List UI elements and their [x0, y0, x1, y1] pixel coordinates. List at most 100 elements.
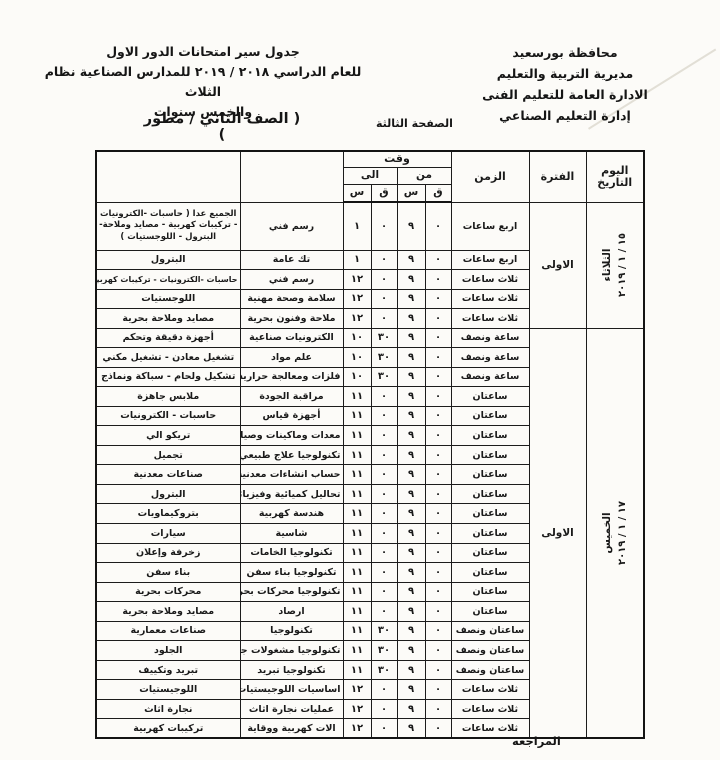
header-date-label: التاريخ: [597, 175, 633, 189]
subject-cell: تكنولوجيا: [239, 620, 344, 642]
specialty-cell: محركات بحرية: [95, 581, 241, 603]
subject-cell: أجهزة قياس: [239, 405, 344, 427]
specialty-cell: ملابس جاهزة: [95, 386, 241, 407]
to-minutes-cell: ٣٠: [370, 659, 398, 681]
day-name: الخميس: [600, 512, 613, 554]
from-minutes-cell: ٠: [424, 347, 452, 368]
org-line-administration: الادارة العامة للتعليم الفنى: [482, 87, 648, 102]
col-header-subject: [239, 150, 344, 203]
from-hours-cell: ٩: [396, 386, 426, 407]
duration-cell: اربع ساعات: [450, 249, 530, 270]
to-hours-cell: ١١: [342, 425, 372, 446]
table-row: ساعتان ٠ ٩ ٠ ١١ تحاليل كميائية وفيزيائية البتر…: [95, 483, 644, 505]
to-minutes-cell: ٣٠: [370, 347, 398, 368]
col-header-to: الى: [342, 167, 398, 185]
day-date-vertical-text: الخميس ١٧‏ / ‏١‏ / ‏٢٠١٩: [600, 501, 630, 565]
duration-cell: ساعتان: [450, 483, 530, 505]
to-hours-cell: ١٠: [342, 347, 372, 368]
specialty-cell: نجارة اثاث: [95, 698, 241, 720]
to-hours-cell: ١١: [342, 444, 372, 466]
duration-cell: ساعة ونصف: [450, 366, 530, 388]
duration-cell: ساعتان: [450, 562, 530, 583]
duration-cell: ساعة ونصف: [450, 347, 530, 368]
to-minutes-cell: ٠: [370, 249, 398, 270]
from-minutes-cell: ٠: [424, 542, 452, 564]
to-hours-cell: ١: [342, 201, 372, 251]
subject-cell: تكنولوجيا علاج طبيعي: [239, 444, 344, 466]
from-minutes-cell: ٠: [424, 679, 452, 700]
from-hours-cell: ٩: [396, 269, 426, 290]
subject-cell: تحاليل كميائية وفيزيائية: [239, 483, 344, 505]
subject-cell: تك عامة: [239, 249, 344, 270]
specialty-cell: حاسبات - الكترونيات: [95, 405, 241, 427]
from-hours-cell: ٩: [396, 327, 426, 349]
subject-cell: معدات وماكينات وصيانة: [239, 425, 344, 446]
header-row-3: ق س ق س: [96, 184, 644, 203]
from-minutes-cell: ٠: [424, 201, 452, 251]
to-hours-cell: ١: [342, 249, 372, 270]
date-value: ١٥‏ / ‏١‏ / ‏٢٠١٩: [616, 233, 628, 297]
duration-cell: ساعتان: [450, 503, 530, 524]
from-minutes-cell: ٠: [424, 327, 452, 349]
specialty-cell: تشكيل ولحام - سباكة ونماذج: [95, 366, 241, 388]
subject-cell: ملاحة وفنون بحرية: [239, 308, 344, 329]
subject-cell: تكنولوجيا محركات بحرية: [239, 581, 344, 603]
to-minutes-cell: ٠: [370, 444, 398, 466]
to-minutes-cell: ٠: [370, 698, 398, 720]
specialty-cell: تركيبات كهربية: [95, 718, 241, 739]
from-minutes-cell: ٠: [424, 581, 452, 603]
specialty-cell: صناعات معمارية: [95, 620, 241, 642]
table-row: الخميس ١٧‏ / ‏١‏ / ‏٢٠١٩ الاولى ساعة ونصف ٠ ٩…: [95, 327, 645, 739]
day-date-vertical-text: الثلاثاء ١٥‏ / ‏١‏ / ‏٢٠١٩: [600, 233, 630, 297]
organization-header: محافظة بورسعيد مديرية التربية والتعليم ا…: [435, 42, 695, 126]
day-name: الثلاثاء: [600, 248, 613, 282]
table-row: ساعتان ٠ ٩ ٠ ١١ مراقبة الجودة ملابس جاهزة: [95, 386, 644, 407]
duration-cell: ساعتان: [450, 522, 530, 544]
duration-cell: ثلاث ساعات: [450, 698, 530, 720]
specialty-cell: تجميل: [95, 444, 241, 466]
review-note: المراجعه: [512, 734, 561, 748]
to-hours-cell: ١١: [342, 522, 372, 544]
to-hours-cell: ١١: [342, 542, 372, 564]
subject-cell: اساسيات اللوجيستيات: [239, 679, 344, 700]
col-header-time: وقت: [342, 150, 452, 168]
from-minutes-cell: ٠: [424, 269, 452, 290]
header-row-2: من الى: [96, 167, 644, 185]
table-row: ثلاث ساعات ٠ ٩ ٠ ١٢ سلامة وصحة مهنية اللوجستيا…: [95, 288, 644, 309]
subject-cell: رسم فني: [239, 269, 344, 290]
to-hours-cell: ١١: [342, 562, 372, 583]
to-hours-cell: ١١: [342, 464, 372, 485]
from-minutes-cell: ٠: [424, 562, 452, 583]
from-hours-cell: ٩: [396, 366, 426, 388]
specialty-cell: بتروكيماويات: [95, 503, 241, 524]
specialty-cell: زخرفة وإعلان: [95, 542, 241, 564]
duration-cell: ساعتان: [450, 601, 530, 622]
org-line-directorate: مديرية التربية والتعليم: [496, 66, 634, 81]
to-minutes-cell: ٠: [370, 679, 398, 700]
specialty-cell: سيارات: [95, 522, 241, 544]
col-header-to-minutes: ق: [370, 184, 398, 203]
duration-cell: اربع ساعات: [450, 201, 530, 251]
specialty-cell: الجلود: [95, 640, 241, 661]
specialty-cell: بناء سفن: [95, 562, 241, 583]
from-hours-cell: ٩: [396, 425, 426, 446]
from-minutes-cell: ٠: [424, 640, 452, 661]
table-row: ساعتان ٠ ٩ ٠ ١١ أجهزة قياس حاسبات - الكترونيات: [95, 405, 644, 427]
to-hours-cell: ١٠: [342, 366, 372, 388]
specialty-cell: تريكو الي: [95, 425, 241, 446]
title-line-2: للعام الدراسي ٢٠١٨‏ / ‏٢٠١٩ للمدارس الصن…: [44, 64, 362, 99]
period-cell: الاولى: [528, 327, 587, 739]
duration-cell: ساعتان ونصف: [450, 659, 530, 681]
to-minutes-cell: ٠: [370, 269, 398, 290]
table-header: اليوم التاريخ الفترة الزمن وقت من الى ق …: [95, 150, 645, 203]
to-minutes-cell: ٠: [370, 562, 398, 583]
table-row: ثلاث ساعات ٠ ٩ ٠ ١٢ اساسيات اللوجيستيات اللوجي…: [95, 679, 644, 700]
document-title: جدول سير امتحانات الدور الاول للعام الدر…: [36, 42, 370, 122]
duration-cell: ثلاث ساعات: [450, 269, 530, 290]
to-hours-cell: ١٢: [342, 679, 372, 700]
from-hours-cell: ٩: [396, 698, 426, 720]
to-hours-cell: ١١: [342, 659, 372, 681]
to-hours-cell: ١٢: [342, 718, 372, 739]
to-hours-cell: ١١: [342, 601, 372, 622]
